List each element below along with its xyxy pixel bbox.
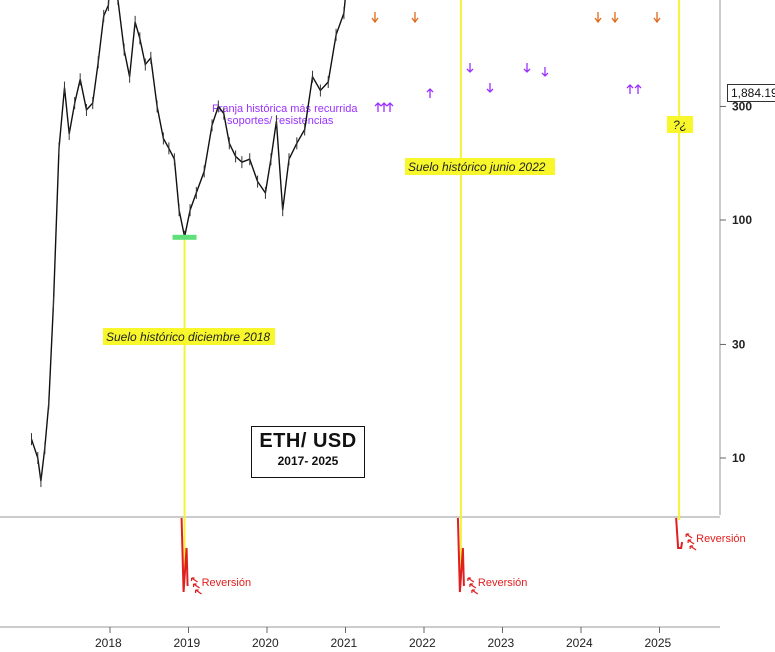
reversal-arrow-1-0: [467, 577, 475, 583]
x-tick-label-7: 2025: [645, 636, 672, 650]
reversal-arrow-1-1: [469, 583, 477, 589]
support-arrow-7: [541, 67, 549, 77]
y-tick-label-3: 300: [732, 99, 752, 113]
price-line: [30, 0, 346, 482]
floor-label-bg-2: [667, 116, 693, 133]
reversal-arrow-1-2: [471, 589, 479, 595]
resist-arrow-0: [371, 12, 379, 24]
reversal-arrow-0-0: [190, 577, 198, 583]
reversal-spike-1: [456, 517, 465, 593]
support-arrow-3: [426, 88, 434, 98]
last-price-tag: 1,884.19: [727, 84, 775, 102]
y-axis: 10301003001,0003,000: [719, 0, 752, 515]
reversal-arrow-0-1: [192, 583, 200, 589]
price-series: [30, 0, 346, 488]
y-tick-label-1: 30: [732, 337, 746, 351]
floor-label-2: ?¿: [673, 118, 687, 132]
floor-label-bg-1: [405, 158, 555, 175]
reversal-arrow-2-0: [685, 533, 693, 539]
x-tick-label-1: 2019: [174, 636, 201, 650]
reversal-label-0: Reversión: [202, 577, 252, 589]
support-arrow-5: [486, 83, 494, 93]
floor-label-bg-0: [103, 328, 275, 345]
support-arrow-8: [626, 84, 634, 94]
y-tick-label-0: 10: [732, 451, 746, 465]
price-bands: 4000- 4900 $1700- 2200 $Franja histórica…: [212, 103, 358, 127]
chart-title-box: ETH/ USD 2017- 2025: [251, 426, 365, 478]
x-tick-label-3: 2021: [331, 636, 358, 650]
chart-subtitle: 2017- 2025: [277, 454, 339, 468]
support-arrow-4: [466, 63, 474, 73]
support-arrow-0: [374, 102, 382, 112]
reversal-spike-0: [180, 517, 189, 593]
reversal-arrow-2-2: [689, 545, 697, 551]
x-tick-label-2: 2020: [252, 636, 279, 650]
x-axis: 2018 2019 2020 2021 2022 2023 2024 2025: [0, 516, 720, 650]
support-arrow-6: [523, 63, 531, 73]
floor-label-1: Suelo histórico junio 2022: [408, 160, 546, 174]
resist-arrow-4: [653, 12, 661, 24]
y-tick-label-2: 100: [732, 213, 752, 227]
reversal-arrow-2-1: [687, 539, 695, 545]
support-arrow-1: [380, 102, 388, 112]
reversal-label-1: Reversión: [478, 577, 528, 589]
band-note-0: Franja histórica más recurrida: [212, 103, 358, 115]
floor-marker-0: [172, 234, 197, 240]
reversal-label-2: Reversión: [696, 533, 746, 545]
reversal-arrow-0-2: [194, 589, 202, 595]
resist-arrow-3: [611, 12, 619, 24]
band-note-1: soportes/ resistencias: [227, 115, 334, 127]
x-tick-label-6: 2024: [566, 636, 593, 650]
reversal-spike-2: [675, 517, 684, 549]
support-arrow-9: [634, 84, 642, 94]
x-tick-label-0: 2018: [95, 636, 122, 650]
x-tick-label-5: 2023: [488, 636, 515, 650]
floor-label-0: Suelo histórico diciembre 2018: [106, 330, 270, 344]
support-arrow-2: [386, 102, 394, 112]
x-tick-label-4: 2022: [409, 636, 436, 650]
annotations: Suelo histórico diciembre 2018 Reversión S…: [103, 0, 746, 595]
chart-title: ETH/ USD: [259, 430, 357, 452]
resist-arrow-1: [411, 12, 419, 24]
resist-arrow-2: [594, 12, 602, 24]
